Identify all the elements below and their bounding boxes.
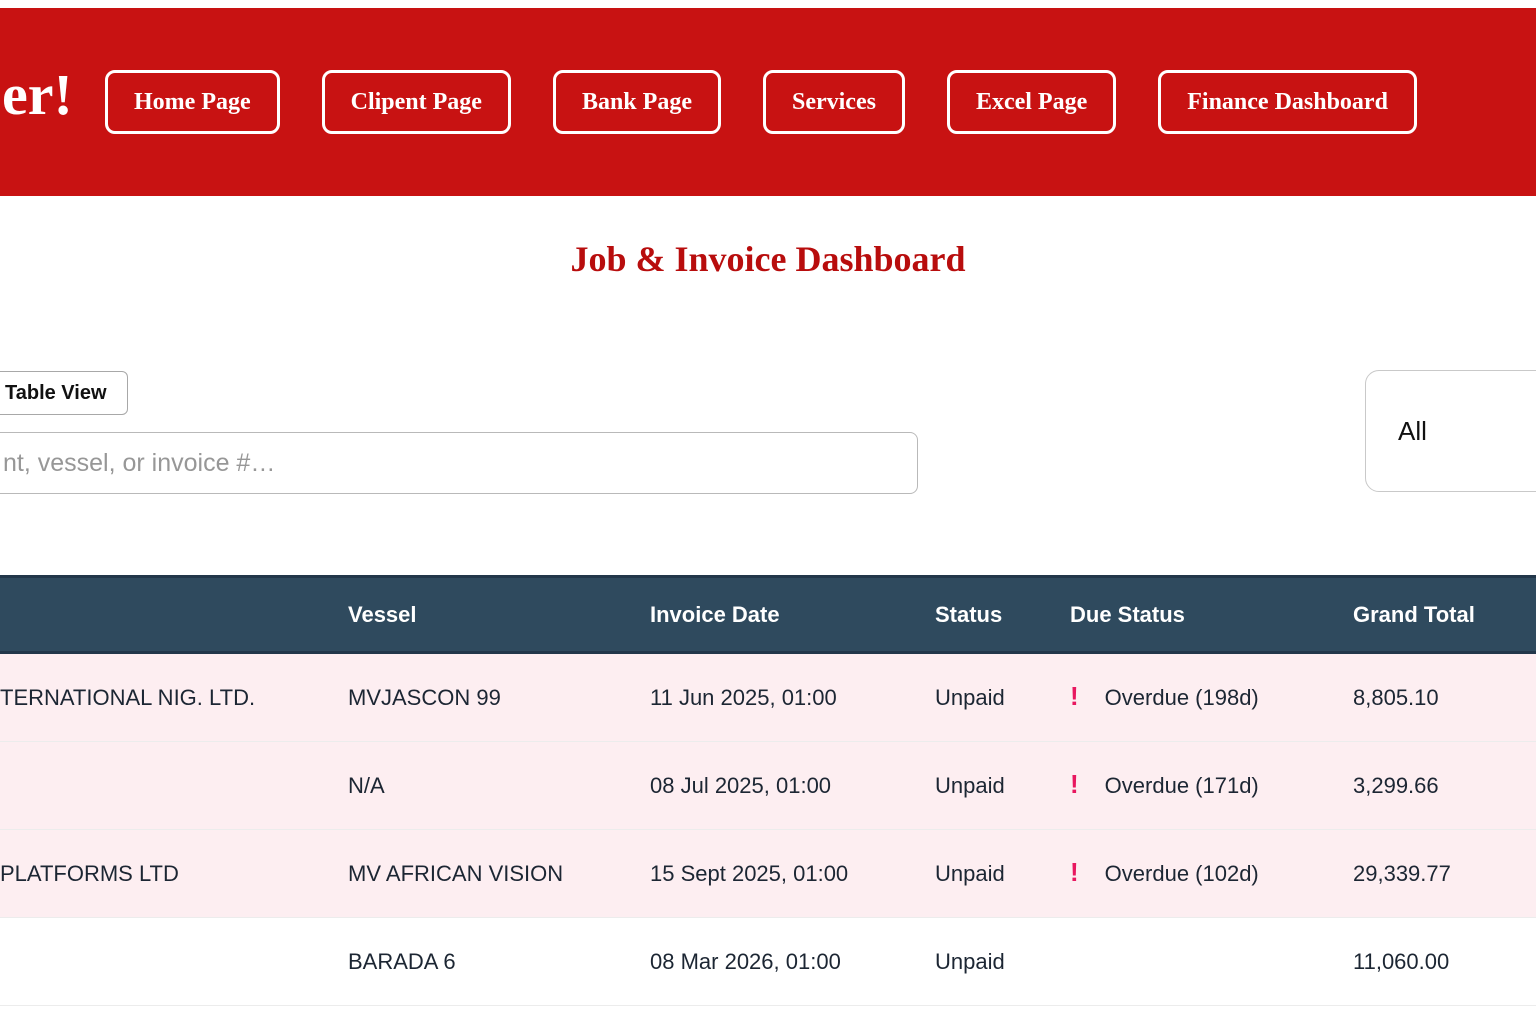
nav-home-page-button[interactable]: Home Page bbox=[105, 70, 280, 134]
column-header-status: Status bbox=[935, 601, 1003, 627]
cell-status: Unpaid bbox=[935, 948, 1005, 974]
cell-grand-total: 3,299.66 bbox=[1353, 772, 1439, 798]
cell-grand-total: 11,060.00 bbox=[1353, 948, 1450, 974]
page-title: Job & Invoice Dashboard bbox=[570, 239, 966, 279]
cell-vessel: BARADA 6 bbox=[348, 948, 456, 974]
column-header-vessel: Vessel bbox=[348, 601, 417, 627]
cell-invoice-date: 15 Sept 2025, 01:00 bbox=[650, 860, 849, 886]
table-row[interactable]: N/A 08 Jul 2025, 01:00 Unpaid ! Overdue … bbox=[0, 742, 1536, 830]
status-filter-value: All bbox=[1398, 415, 1427, 446]
cell-client: PLATFORMS LTD bbox=[0, 860, 179, 886]
due-status-text: Overdue (102d) bbox=[1104, 860, 1259, 886]
cell-invoice-date: 08 Jul 2025, 01:00 bbox=[650, 772, 832, 798]
column-header-invoice-date: Invoice Date bbox=[650, 601, 780, 627]
cell-grand-total: 8,805.10 bbox=[1353, 684, 1439, 710]
nav-services-button[interactable]: Services bbox=[762, 70, 905, 134]
brand-text-partial: er! bbox=[2, 62, 73, 127]
nav-finance-dashboard-button[interactable]: Finance Dashboard bbox=[1158, 70, 1417, 134]
cell-client: TERNATIONAL NIG. LTD. bbox=[0, 684, 256, 710]
table-row[interactable]: PLATFORMS LTD MV AFRICAN VISION 15 Sept … bbox=[0, 830, 1536, 918]
cell-status: Unpaid bbox=[935, 684, 1005, 710]
cell-vessel: MVJASCON 99 bbox=[348, 684, 501, 710]
due-status-text: Overdue (198d) bbox=[1104, 684, 1259, 710]
column-header-due-status: Due Status bbox=[1070, 601, 1185, 627]
main-nav: Home Page Clipent Page Bank Page Service… bbox=[105, 70, 1417, 134]
column-header-grand-total: Grand Total bbox=[1353, 601, 1475, 627]
cell-status: Unpaid bbox=[935, 860, 1005, 886]
table-row[interactable]: BARADA 6 08 Mar 2026, 01:00 Unpaid 11,06… bbox=[0, 918, 1536, 1006]
table-view-toggle-button[interactable]: Table View bbox=[0, 371, 128, 415]
overdue-exclamation-icon: ! bbox=[1070, 857, 1079, 887]
cell-grand-total: 29,339.77 bbox=[1353, 860, 1451, 886]
app-header: er! Home Page Clipent Page Bank Page Ser… bbox=[0, 8, 1536, 196]
nav-clipent-page-button[interactable]: Clipent Page bbox=[321, 70, 511, 134]
cell-status: Unpaid bbox=[935, 772, 1005, 798]
cell-due-status: ! Overdue (171d) bbox=[1070, 742, 1259, 829]
due-status-text: Overdue (171d) bbox=[1104, 772, 1259, 798]
cell-due-status: ! Overdue (102d) bbox=[1070, 830, 1259, 917]
table-row[interactable]: TERNATIONAL NIG. LTD. MVJASCON 99 11 Jun… bbox=[0, 654, 1536, 742]
cell-vessel: N/A bbox=[348, 772, 385, 798]
cell-invoice-date: 11 Jun 2025, 01:00 bbox=[650, 684, 837, 710]
invoice-table-header: Vessel Invoice Date Status Due Status Gr… bbox=[0, 575, 1536, 654]
cell-due-status: ! Overdue (198d) bbox=[1070, 654, 1259, 741]
status-filter-select[interactable]: All bbox=[1365, 370, 1536, 492]
overdue-exclamation-icon: ! bbox=[1070, 769, 1079, 799]
invoice-table-body: TERNATIONAL NIG. LTD. MVJASCON 99 11 Jun… bbox=[0, 654, 1536, 1006]
nav-bank-page-button[interactable]: Bank Page bbox=[552, 70, 721, 134]
overdue-exclamation-icon: ! bbox=[1070, 681, 1079, 711]
search-input[interactable] bbox=[0, 432, 918, 494]
cell-invoice-date: 08 Mar 2026, 01:00 bbox=[650, 948, 841, 974]
nav-excel-page-button[interactable]: Excel Page bbox=[946, 70, 1117, 134]
cell-vessel: MV AFRICAN VISION bbox=[348, 860, 564, 886]
